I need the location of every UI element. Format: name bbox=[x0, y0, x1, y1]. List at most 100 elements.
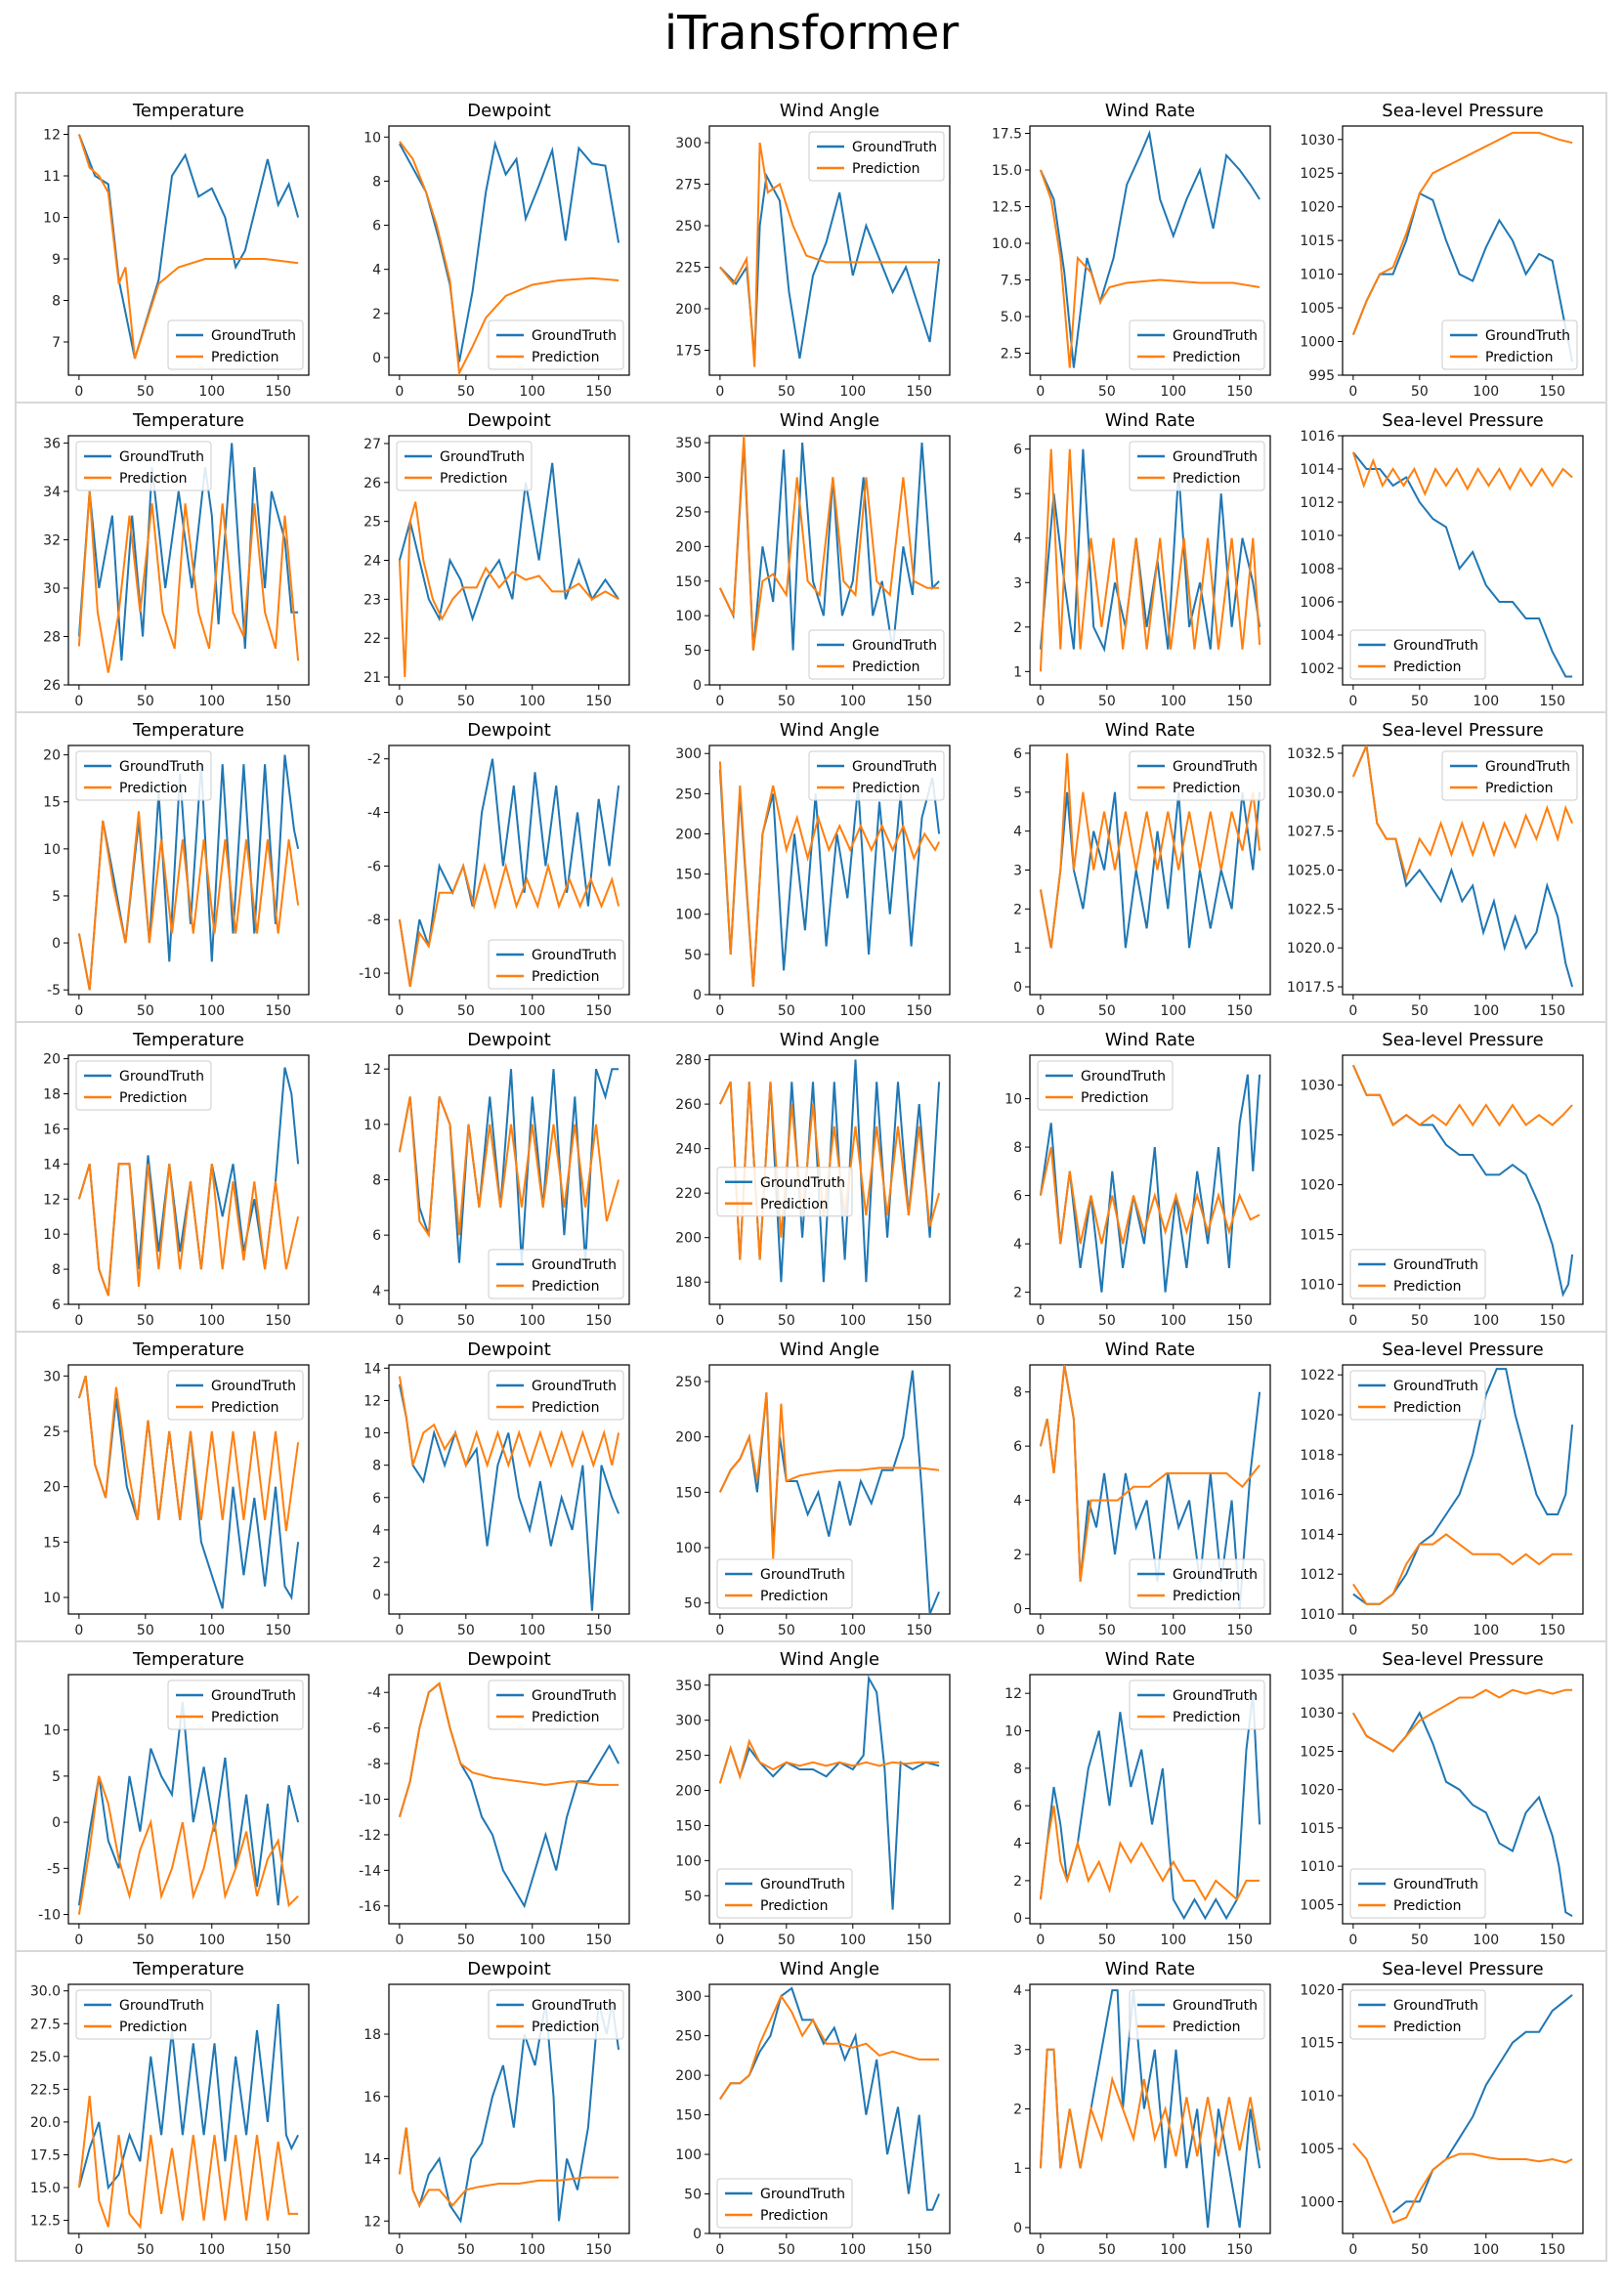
legend: GroundTruth Prediction bbox=[1441, 750, 1578, 801]
subplot: Sea-level Pressure 0 50 100 150 1002 1004 1006 1… bbox=[1300, 410, 1584, 709]
legend: GroundTruth Prediction bbox=[1129, 1558, 1265, 1609]
prediction-line bbox=[77, 2095, 299, 2230]
y-tick-label: 50 bbox=[684, 1889, 702, 1904]
groundtruth-line bbox=[1039, 1693, 1261, 1921]
legend-label-groundtruth: GroundTruth bbox=[211, 1688, 296, 1704]
legend: GroundTruth Prediction bbox=[75, 750, 212, 801]
legend-label-prediction: Prediction bbox=[119, 2020, 188, 2035]
y-tick-label: 50 bbox=[684, 644, 702, 659]
y-tick-label: 18 bbox=[43, 1087, 61, 1103]
legend: GroundTruth Prediction bbox=[1129, 319, 1265, 370]
axes-frame bbox=[1342, 1674, 1584, 1925]
subplot: Wind Rate 0 50 100 150 0 2 4 6 8 GroundTruth Predic… bbox=[1013, 1339, 1271, 1638]
x-tick-label: 0 bbox=[1348, 694, 1357, 709]
y-tick-label: 150 bbox=[675, 868, 702, 883]
prediction-line bbox=[1039, 2048, 1261, 2169]
subplot: Wind Angle 0 50 100 150 180 200 220 240 260 280 Gro… bbox=[675, 1030, 951, 1329]
y-tick-label: 8 bbox=[1013, 1762, 1022, 1777]
prediction-line bbox=[1039, 1365, 1260, 1582]
y-tick-label: 1020 bbox=[1300, 200, 1335, 216]
subplot: Temperature 0 50 100 150 6 8 10 12 14 16 18 20 Ground… bbox=[43, 1030, 310, 1329]
x-tick-label: 50 bbox=[778, 1623, 795, 1638]
y-tick-label: 8 bbox=[52, 1262, 61, 1278]
y-tick-label: 21 bbox=[363, 670, 381, 686]
subplot-title: Temperature bbox=[132, 101, 244, 121]
y-tick-label: 10 bbox=[363, 130, 381, 146]
legend-label-prediction: Prediction bbox=[1173, 471, 1241, 487]
y-tick-label: 4 bbox=[1013, 825, 1022, 840]
x-tick-label: 50 bbox=[778, 1003, 795, 1019]
y-tick-label: 0 bbox=[693, 988, 702, 1003]
y-tick-label: 1004 bbox=[1300, 628, 1335, 644]
prediction-line bbox=[718, 1738, 940, 1784]
y-tick-label: 150 bbox=[675, 1485, 702, 1501]
y-tick-label: 1017.5 bbox=[1287, 980, 1335, 996]
y-tick-label: 300 bbox=[675, 136, 702, 151]
y-tick-label: 1015 bbox=[1300, 1821, 1335, 1837]
y-tick-label: 50 bbox=[684, 948, 702, 963]
prediction-line bbox=[1039, 169, 1260, 368]
subplot-title: Dewpoint bbox=[467, 1649, 551, 1670]
x-tick-label: 50 bbox=[1411, 1003, 1429, 1019]
subplot: Wind Angle 0 50 100 150 0 50 100 150 200 250 300 Gro… bbox=[675, 720, 951, 1019]
y-tick-label: 1020.0 bbox=[1287, 941, 1335, 957]
y-tick-label: 6 bbox=[1013, 746, 1022, 762]
x-tick-label: 150 bbox=[1539, 1003, 1565, 1019]
legend: GroundTruth Prediction bbox=[1349, 1989, 1486, 2040]
x-tick-label: 50 bbox=[1098, 1313, 1116, 1329]
axes-frame bbox=[1342, 125, 1584, 376]
legend-label-prediction: Prediction bbox=[532, 1279, 600, 1295]
y-tick-label: 24 bbox=[363, 554, 381, 570]
x-tick-label: 0 bbox=[74, 2242, 83, 2258]
axes-frame bbox=[1342, 1054, 1584, 1305]
x-tick-label: 50 bbox=[1098, 2242, 1116, 2258]
y-tick-label: 350 bbox=[675, 436, 702, 451]
x-tick-label: 50 bbox=[137, 2242, 154, 2258]
x-tick-label: 50 bbox=[778, 1313, 795, 1329]
x-tick-label: 100 bbox=[1473, 1003, 1499, 1019]
y-tick-label: 15.0 bbox=[30, 2181, 61, 2196]
y-tick-label: 30 bbox=[43, 1369, 61, 1384]
x-tick-label: 100 bbox=[519, 384, 545, 400]
groundtruth-line bbox=[398, 1383, 620, 1611]
x-tick-label: 150 bbox=[906, 1623, 932, 1638]
y-tick-label: 1020 bbox=[1300, 1178, 1335, 1194]
x-tick-label: 0 bbox=[1348, 2242, 1357, 2258]
y-tick-label: 100 bbox=[675, 908, 702, 923]
legend: GroundTruth Prediction bbox=[488, 1679, 624, 1730]
x-tick-label: 150 bbox=[265, 2242, 291, 2258]
y-tick-label: 10 bbox=[363, 1118, 381, 1133]
x-tick-label: 150 bbox=[1539, 1623, 1565, 1638]
y-tick-label: 2 bbox=[372, 307, 381, 322]
axes-frame bbox=[1029, 125, 1271, 376]
y-tick-label: -14 bbox=[359, 1863, 381, 1879]
groundtruth-line bbox=[77, 443, 299, 661]
axes-frame bbox=[1029, 435, 1271, 686]
prediction-line bbox=[1352, 1688, 1573, 1753]
y-tick-label: 6 bbox=[1013, 1799, 1022, 1814]
x-tick-label: 50 bbox=[1411, 1313, 1429, 1329]
x-tick-label: 0 bbox=[1036, 1933, 1045, 1948]
y-tick-label: 1010 bbox=[1300, 268, 1335, 283]
legend-label-groundtruth: GroundTruth bbox=[119, 449, 204, 465]
y-tick-label: 1010 bbox=[1300, 2089, 1335, 2105]
y-tick-label: 12 bbox=[363, 2214, 381, 2230]
y-tick-label: 6 bbox=[372, 1491, 381, 1507]
x-tick-label: 50 bbox=[1098, 694, 1116, 709]
prediction-line bbox=[718, 761, 940, 987]
legend-label-prediction: Prediction bbox=[119, 1090, 188, 1106]
subplot-title: Wind Rate bbox=[1105, 410, 1195, 431]
y-tick-label: 2 bbox=[1013, 1548, 1022, 1563]
axes-frame bbox=[708, 125, 951, 376]
legend-label-prediction: Prediction bbox=[532, 350, 600, 365]
x-tick-label: 150 bbox=[1226, 384, 1253, 400]
x-tick-label: 50 bbox=[1411, 1623, 1429, 1638]
y-tick-label: 15 bbox=[43, 1535, 61, 1551]
x-tick-label: 100 bbox=[519, 1933, 545, 1948]
subplot: Wind Angle 0 50 100 150 50 100 150 200 250 GroundT… bbox=[675, 1339, 951, 1638]
subplot: Dewpoint 0 50 100 150 -16 -14 -12 -10 -8 -6 -4 Groun… bbox=[359, 1649, 630, 1948]
y-tick-label: 1025 bbox=[1300, 1744, 1335, 1760]
y-tick-label: 2 bbox=[1013, 2103, 1022, 2118]
y-tick-label: 1020 bbox=[1300, 1783, 1335, 1799]
x-tick-label: 0 bbox=[715, 2242, 724, 2258]
